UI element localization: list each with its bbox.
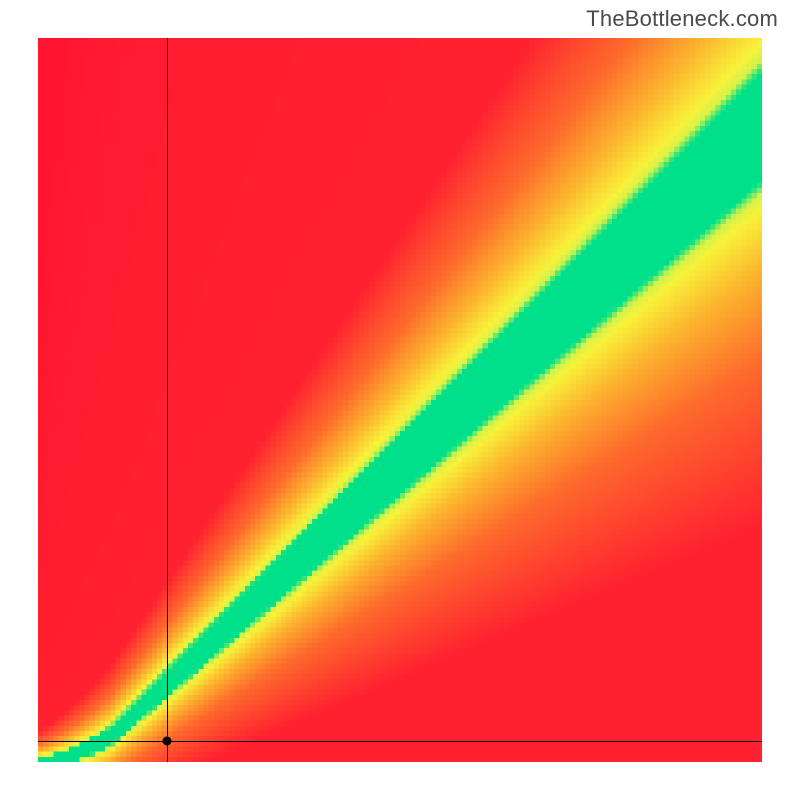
watermark-text: TheBottleneck.com — [586, 6, 778, 32]
marker-crosshair-horizontal — [38, 741, 762, 742]
heatmap-canvas — [38, 38, 762, 762]
marker-crosshair-vertical — [167, 38, 168, 762]
marker-dot — [162, 737, 171, 746]
heatmap-plot — [38, 38, 762, 762]
